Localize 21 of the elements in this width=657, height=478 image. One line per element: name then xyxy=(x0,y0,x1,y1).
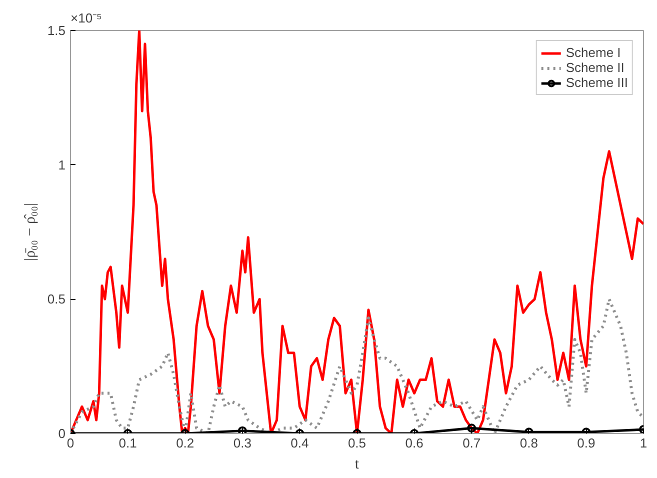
x-tick-label: 0.9 xyxy=(577,436,596,450)
legend-label: Scheme II xyxy=(566,60,624,75)
x-tick-label: 0.3 xyxy=(233,436,252,450)
text: ×10⁻⁵ xyxy=(70,10,102,26)
x-tick-label: 0.8 xyxy=(520,436,538,450)
y-tick-label: 1.5 xyxy=(47,23,66,38)
line-series xyxy=(70,30,644,434)
y-tick-label: 0 xyxy=(58,426,66,441)
x-tick-label: 0.5 xyxy=(348,436,366,450)
legend-label: Scheme III xyxy=(566,75,628,90)
y-axis-title: |ρ̄₀₀ − ρ̂₀₀| xyxy=(22,203,38,261)
x-tick-label: 1 xyxy=(640,436,648,450)
legend-label: Scheme I xyxy=(566,45,621,60)
x-axis-title: t xyxy=(354,456,360,472)
x-tick-label: 0.6 xyxy=(405,436,424,450)
x-tick-label: 0.7 xyxy=(462,436,481,450)
x-tick-label: 0.2 xyxy=(176,436,194,450)
x-tick-label: 0.1 xyxy=(118,436,137,450)
y-tick-label: 0.5 xyxy=(47,292,66,307)
y-tick-label: 1 xyxy=(58,157,66,172)
x-tick-label: 0.4 xyxy=(290,436,309,450)
